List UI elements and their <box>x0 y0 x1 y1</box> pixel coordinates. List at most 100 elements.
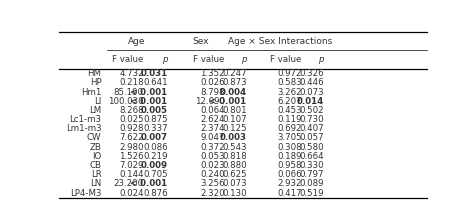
Text: LN: LN <box>90 179 101 188</box>
Text: 0.337: 0.337 <box>143 124 168 133</box>
Text: Lc1-m3: Lc1-m3 <box>70 115 101 124</box>
Text: LM: LM <box>89 106 101 115</box>
Text: 0.086: 0.086 <box>143 143 168 152</box>
Text: 0.664: 0.664 <box>299 152 324 161</box>
Text: 0.880: 0.880 <box>222 161 246 170</box>
Text: Age: Age <box>128 37 145 46</box>
Text: p: p <box>318 55 324 64</box>
Text: Hm1: Hm1 <box>81 88 101 97</box>
Text: 1.352: 1.352 <box>200 69 225 78</box>
Text: 2.980: 2.980 <box>119 143 144 152</box>
Text: 0.119: 0.119 <box>277 115 301 124</box>
Text: 0.189: 0.189 <box>277 152 301 161</box>
Text: 6.207: 6.207 <box>277 97 301 106</box>
Text: 7.622: 7.622 <box>119 134 144 142</box>
Text: 0.801: 0.801 <box>222 106 246 115</box>
Text: 3.262: 3.262 <box>277 88 301 97</box>
Text: HP: HP <box>90 78 101 87</box>
Text: 0.219: 0.219 <box>143 152 168 161</box>
Text: 0.797: 0.797 <box>299 170 324 179</box>
Text: Lm1-m3: Lm1-m3 <box>66 124 101 133</box>
Text: 0.009: 0.009 <box>141 161 168 170</box>
Text: 0.218: 0.218 <box>119 78 144 87</box>
Text: 0.502: 0.502 <box>299 106 324 115</box>
Text: 3.705: 3.705 <box>277 134 301 142</box>
Text: 0.417: 0.417 <box>277 189 301 198</box>
Text: 1.526: 1.526 <box>119 152 144 161</box>
Text: 0.875: 0.875 <box>143 115 168 124</box>
Text: 0.073: 0.073 <box>222 179 246 188</box>
Text: 0.014: 0.014 <box>297 97 324 106</box>
Text: 4.732: 4.732 <box>119 69 144 78</box>
Text: 2.624: 2.624 <box>200 115 225 124</box>
Text: F value: F value <box>112 55 144 64</box>
Text: 0.583: 0.583 <box>277 78 301 87</box>
Text: 0.125: 0.125 <box>222 124 246 133</box>
Text: 0.446: 0.446 <box>299 78 324 87</box>
Text: 2.320: 2.320 <box>200 189 225 198</box>
Text: CB: CB <box>90 161 101 170</box>
Text: 0.007: 0.007 <box>140 134 168 142</box>
Text: 0.240: 0.240 <box>200 170 225 179</box>
Text: 0.023: 0.023 <box>200 161 225 170</box>
Text: 0.053: 0.053 <box>200 152 225 161</box>
Text: 0.407: 0.407 <box>299 124 324 133</box>
Text: 0.089: 0.089 <box>299 179 324 188</box>
Text: 0.453: 0.453 <box>277 106 301 115</box>
Text: 0.064: 0.064 <box>200 106 225 115</box>
Text: 0.107: 0.107 <box>222 115 246 124</box>
Text: 3.256: 3.256 <box>200 179 225 188</box>
Text: IO: IO <box>92 152 101 161</box>
Text: ZB: ZB <box>90 143 101 152</box>
Text: 0.519: 0.519 <box>299 189 324 198</box>
Text: 0.873: 0.873 <box>222 78 246 87</box>
Text: p: p <box>241 55 246 64</box>
Text: 0.003: 0.003 <box>219 134 246 142</box>
Text: HM: HM <box>88 69 101 78</box>
Text: CW: CW <box>87 134 101 142</box>
Text: Age × Sex Interactions: Age × Sex Interactions <box>228 37 332 46</box>
Text: 0.130: 0.130 <box>222 189 246 198</box>
Text: 7.029: 7.029 <box>119 161 144 170</box>
Text: p: p <box>162 55 168 64</box>
Text: 0.543: 0.543 <box>222 143 246 152</box>
Text: < 0.001: < 0.001 <box>130 179 168 188</box>
Text: < 0.001: < 0.001 <box>210 97 246 106</box>
Text: 100.030: 100.030 <box>108 97 144 106</box>
Text: 0.308: 0.308 <box>277 143 301 152</box>
Text: 0.692: 0.692 <box>277 124 301 133</box>
Text: 0.372: 0.372 <box>200 143 225 152</box>
Text: 0.580: 0.580 <box>299 143 324 152</box>
Text: 0.073: 0.073 <box>299 88 324 97</box>
Text: 85.190: 85.190 <box>114 88 144 97</box>
Text: 0.330: 0.330 <box>299 161 324 170</box>
Text: F value: F value <box>270 55 301 64</box>
Text: 2.374: 2.374 <box>200 124 225 133</box>
Text: 0.818: 0.818 <box>222 152 246 161</box>
Text: 0.066: 0.066 <box>277 170 301 179</box>
Text: Sex: Sex <box>192 37 209 46</box>
Text: 12.090: 12.090 <box>194 97 225 106</box>
Text: 0.024: 0.024 <box>119 189 144 198</box>
Text: 9.047: 9.047 <box>200 134 225 142</box>
Text: 0.730: 0.730 <box>299 115 324 124</box>
Text: 0.247: 0.247 <box>222 69 246 78</box>
Text: 0.005: 0.005 <box>141 106 168 115</box>
Text: 0.057: 0.057 <box>299 134 324 142</box>
Text: 0.972: 0.972 <box>277 69 301 78</box>
Text: 0.004: 0.004 <box>219 88 246 97</box>
Text: LR: LR <box>91 170 101 179</box>
Text: LP4-M3: LP4-M3 <box>70 189 101 198</box>
Text: 0.641: 0.641 <box>143 78 168 87</box>
Text: 0.958: 0.958 <box>277 161 301 170</box>
Text: 23.200: 23.200 <box>114 179 144 188</box>
Text: < 0.001: < 0.001 <box>130 88 168 97</box>
Text: < 0.001: < 0.001 <box>130 97 168 106</box>
Text: 0.326: 0.326 <box>299 69 324 78</box>
Text: F value: F value <box>193 55 225 64</box>
Text: 0.144: 0.144 <box>119 170 144 179</box>
Text: 2.932: 2.932 <box>277 179 301 188</box>
Text: 8.268: 8.268 <box>119 106 144 115</box>
Text: 0.876: 0.876 <box>143 189 168 198</box>
Text: 0.025: 0.025 <box>119 115 144 124</box>
